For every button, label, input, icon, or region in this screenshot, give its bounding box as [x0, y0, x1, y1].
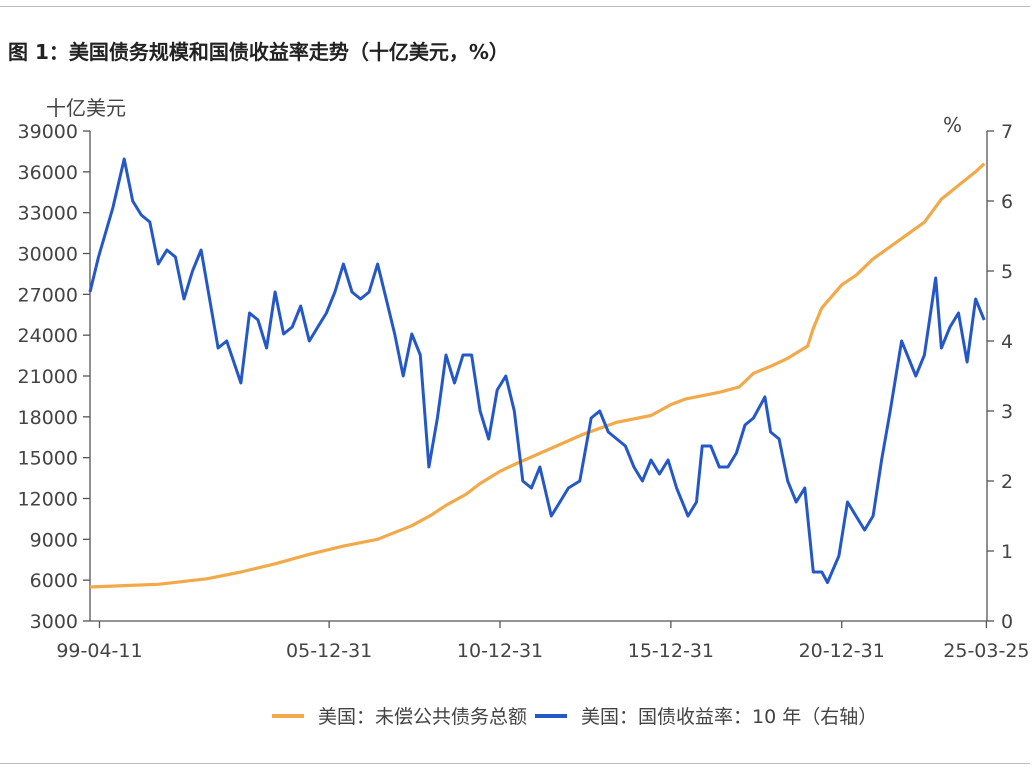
chart-legend: 美国：未偿公共债务总额 美国：国债收益率：10 年（右轴） [272, 702, 885, 729]
right-y-tick-label: 3 [1001, 401, 1013, 423]
right-y-tick-label: 4 [1001, 331, 1013, 353]
left-y-tick-label: 18000 [18, 407, 78, 429]
left-y-tick-label: 12000 [18, 489, 78, 511]
left-axis-unit: 十亿美元 [46, 96, 126, 120]
x-tick-label: 25-03-25 [943, 640, 1029, 662]
legend-label-yield: 美国：国债收益率：10 年（右轴） [581, 706, 878, 728]
left-y-tick-label: 36000 [18, 162, 78, 184]
right-y-tick-label: 2 [1001, 471, 1013, 493]
legend-swatch-yield [535, 713, 568, 718]
x-tick-label: 15-12-31 [628, 640, 714, 662]
right-y-tick-label: 0 [1001, 611, 1013, 633]
x-tick-label: 05-12-31 [286, 640, 372, 662]
right-axis-unit: % [943, 113, 963, 137]
legend-item-debt: 美国：未偿公共债务总额 [272, 702, 527, 729]
left-y-tick-label: 6000 [30, 570, 78, 592]
left-y-tick-label: 9000 [30, 529, 78, 551]
left-y-tick-label: 3000 [30, 611, 78, 633]
left-y-tick-label: 27000 [18, 284, 78, 306]
left-y-tick-label: 39000 [18, 121, 78, 143]
right-y-tick-label: 7 [1001, 121, 1013, 143]
chart-title: 图 1：美国债务规模和国债收益率走势（十亿美元，%） [8, 40, 509, 64]
left-y-tick-label: 15000 [18, 448, 78, 470]
left-y-tick-label: 21000 [18, 366, 78, 388]
right-y-tick-label: 6 [1001, 191, 1013, 213]
right-y-tick-label: 1 [1001, 541, 1013, 563]
bottom-rule [0, 763, 1030, 764]
yield-series-line [88, 157, 986, 584]
legend-swatch-debt [272, 713, 304, 718]
debt-series-line [89, 162, 986, 589]
x-tick-label: 20-12-31 [799, 640, 885, 662]
left-y-tick-label: 24000 [18, 325, 78, 347]
left-y-tick-label: 33000 [18, 203, 78, 225]
right-y-tick-label: 5 [1001, 261, 1013, 283]
x-tick-label: 10-12-31 [457, 640, 543, 662]
x-tick-label: 99-04-11 [56, 640, 142, 662]
legend-item-yield: 美国：国债收益率：10 年（右轴） [535, 702, 877, 729]
left-y-tick-label: 30000 [18, 244, 78, 266]
legend-label-debt: 美国：未偿公共债务总额 [318, 706, 528, 728]
top-rule [0, 6, 1030, 7]
